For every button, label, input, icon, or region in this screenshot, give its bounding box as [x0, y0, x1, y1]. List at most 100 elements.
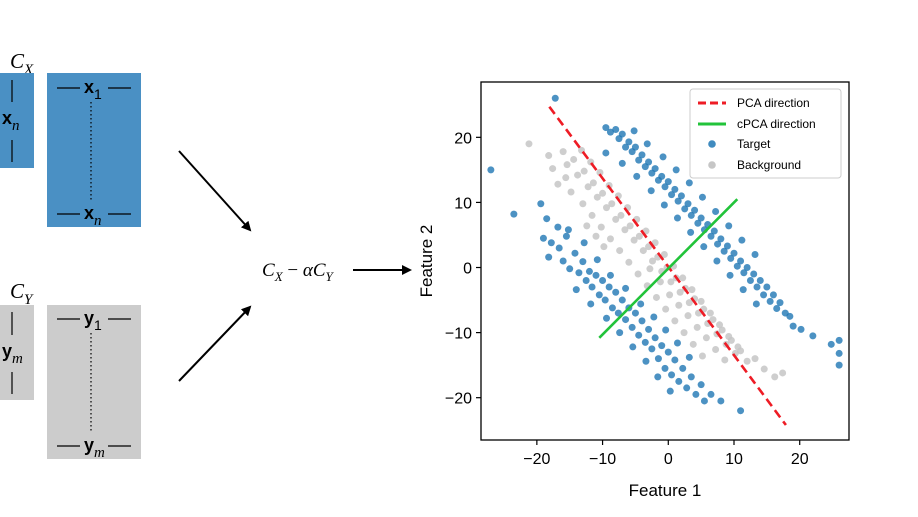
background-point — [718, 326, 726, 334]
target-point — [786, 312, 794, 320]
background-point — [574, 171, 582, 179]
target-point — [687, 373, 695, 381]
target-point — [756, 277, 764, 285]
background-point — [589, 179, 597, 187]
target-point — [726, 271, 734, 279]
target-point — [707, 390, 715, 398]
background-point — [567, 188, 575, 196]
background-point — [760, 365, 768, 373]
legend-target-label: Target — [737, 137, 771, 151]
target-point — [582, 277, 590, 285]
target-point — [727, 254, 735, 262]
target-point — [625, 138, 633, 146]
target-point — [685, 179, 693, 187]
x-axis-label: Feature 1 — [629, 481, 702, 500]
background-point — [612, 215, 620, 223]
target-matrix-group: CX xn x1 xn — [0, 49, 141, 229]
background-point — [688, 286, 696, 294]
legend-background-label: Background — [737, 158, 801, 172]
target-point — [648, 345, 656, 353]
legend-target-marker — [708, 140, 716, 148]
target-point — [638, 317, 646, 325]
background-point — [734, 343, 742, 351]
scatter-plot: −20 −10 0 10 20 −20 −10 0 10 20 Feature 1 Feature… — [417, 81, 850, 500]
target-point — [668, 371, 676, 379]
target-point — [564, 226, 572, 234]
target-point — [671, 185, 679, 193]
target-point — [585, 267, 593, 275]
background-point — [675, 301, 683, 309]
background-point — [689, 340, 697, 348]
target-point — [660, 201, 668, 209]
background-first-vector: y1 — [84, 308, 102, 333]
background-point — [596, 168, 604, 176]
background-point — [725, 333, 733, 341]
target-covariance-box — [0, 73, 34, 168]
background-point — [684, 312, 692, 320]
target-point — [720, 247, 728, 255]
background-point — [649, 257, 657, 265]
background-point — [652, 293, 660, 301]
target-point — [635, 331, 643, 339]
x-tick-label: 0 — [664, 451, 673, 468]
background-point — [549, 165, 557, 173]
background-point — [676, 288, 684, 296]
target-point — [572, 286, 580, 294]
target-point — [606, 271, 614, 279]
target-point — [635, 156, 643, 164]
background-point — [588, 211, 596, 219]
target-point — [697, 381, 705, 389]
target-point — [752, 300, 760, 308]
background-point — [743, 357, 751, 365]
target-point — [687, 228, 695, 236]
target-point — [562, 232, 570, 240]
target-point — [606, 128, 614, 136]
target-point — [769, 291, 777, 299]
target-point — [647, 187, 655, 195]
target-first-vector: x1 — [84, 77, 102, 102]
target-point — [746, 277, 754, 285]
target-point — [631, 309, 639, 317]
pca-direction-line — [548, 105, 787, 426]
background-point — [639, 247, 647, 255]
target-point — [743, 264, 751, 272]
background-point — [592, 232, 600, 240]
target-point — [614, 309, 622, 317]
target-point — [637, 300, 645, 308]
target-point — [827, 340, 835, 348]
target-point — [707, 232, 715, 240]
target-point — [602, 124, 610, 132]
target-data-box — [47, 73, 141, 227]
target-last-vector: xn — [84, 203, 102, 229]
target-point — [579, 258, 587, 266]
background-point — [593, 193, 601, 201]
target-point — [487, 166, 495, 174]
target-point — [698, 193, 706, 201]
background-point — [599, 189, 607, 197]
legend-cpca-label: cPCA direction — [737, 117, 816, 131]
target-point — [739, 286, 747, 294]
background-point — [679, 274, 687, 282]
target-point — [697, 214, 705, 222]
target-point — [835, 336, 843, 344]
target-point — [628, 323, 636, 331]
background-point — [608, 200, 616, 208]
target-point — [651, 334, 659, 342]
background-point — [584, 183, 592, 191]
background-point — [751, 355, 759, 363]
target-point — [618, 159, 626, 167]
background-point — [645, 243, 653, 251]
y-axis-label: Feature 2 — [417, 225, 436, 298]
contrastive-covariance-formula: CX − αCY — [262, 260, 335, 284]
target-point — [730, 249, 738, 257]
background-point — [554, 180, 562, 188]
background-point — [579, 200, 587, 208]
target-point — [658, 172, 666, 180]
target-point — [641, 338, 649, 346]
target-point — [554, 223, 562, 231]
target-point — [674, 197, 682, 205]
x-tick-label: 10 — [725, 451, 743, 468]
target-point — [673, 214, 681, 222]
target-point — [566, 265, 574, 273]
target-point — [760, 291, 768, 299]
